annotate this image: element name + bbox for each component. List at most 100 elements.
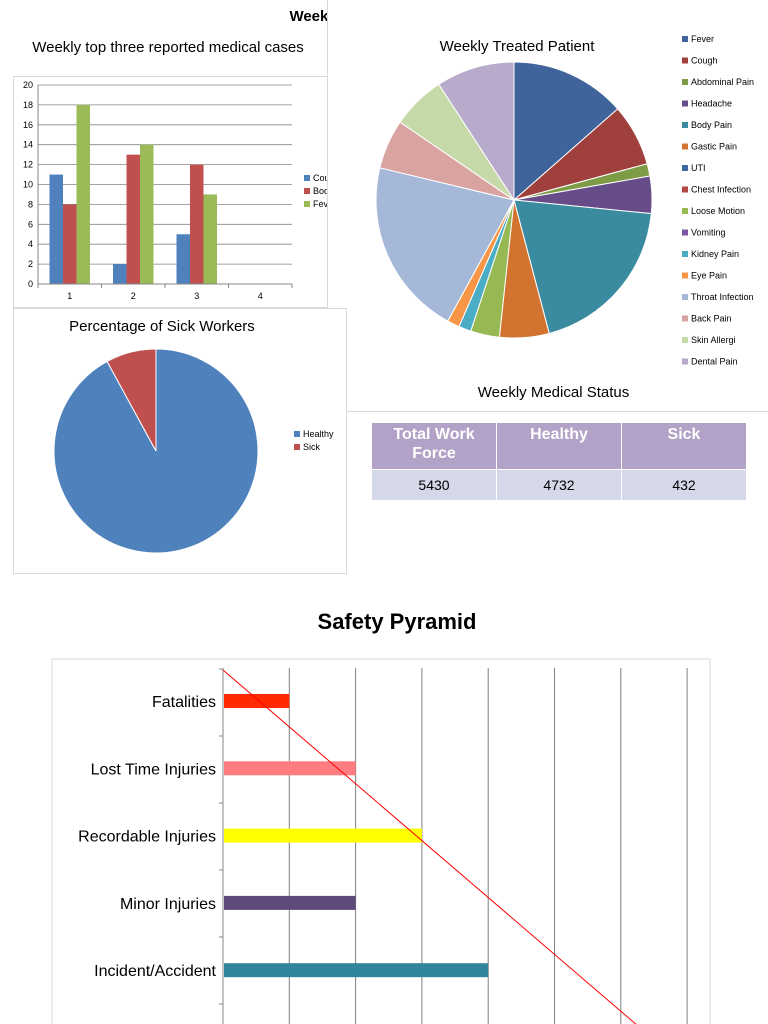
value-sick: 432 bbox=[621, 469, 747, 501]
legend-label: Fever bbox=[691, 34, 714, 44]
legend-swatch bbox=[682, 36, 688, 42]
sick-pie-chart: Percentage of Sick Workers Healthy Sick bbox=[53, 318, 334, 554]
legend-label: Healthy bbox=[303, 429, 334, 439]
legend-label: Loose Motion bbox=[691, 206, 745, 216]
y-tick-label: 8 bbox=[28, 199, 33, 209]
legend-label: Abdominal Pain bbox=[691, 77, 754, 87]
pie-slice bbox=[106, 348, 157, 452]
bar bbox=[224, 895, 356, 910]
category-label: Lost Time Injuries bbox=[91, 761, 216, 778]
legend-swatch bbox=[304, 175, 310, 181]
value-healthy: 4732 bbox=[496, 469, 622, 501]
status-table-header-row: Total Work Force Healthy Sick bbox=[371, 422, 747, 470]
legend-label: Kidney Pain bbox=[691, 249, 739, 259]
legend-swatch bbox=[294, 431, 300, 437]
x-tick-label: 2 bbox=[131, 291, 136, 301]
y-tick-label: 0 bbox=[28, 279, 33, 289]
bar bbox=[190, 164, 204, 284]
bar bbox=[140, 144, 154, 284]
legend-swatch bbox=[682, 186, 688, 193]
y-tick-label: 14 bbox=[23, 140, 33, 150]
header-sick: Sick bbox=[621, 422, 747, 470]
bar-chart-frame: 024681012141618201234CoughBody PainFever bbox=[13, 76, 365, 308]
sick-pie-title: Percentage of Sick Workers bbox=[69, 318, 255, 335]
bar bbox=[224, 694, 290, 708]
category-label: Recordable Injuries bbox=[78, 829, 216, 846]
legend-swatch bbox=[682, 251, 688, 257]
x-tick-label: 3 bbox=[194, 291, 199, 301]
x-tick-label: 4 bbox=[258, 291, 263, 301]
legend-swatch bbox=[682, 208, 688, 214]
bar bbox=[63, 204, 77, 284]
legend-swatch bbox=[682, 100, 688, 107]
legend-swatch bbox=[304, 188, 310, 194]
value-total-work-force: 5430 bbox=[371, 469, 497, 501]
legend-swatch bbox=[682, 122, 688, 128]
legend-swatch bbox=[682, 337, 688, 343]
bar bbox=[224, 761, 356, 776]
legend-swatch bbox=[682, 315, 688, 322]
legend-swatch bbox=[682, 358, 688, 365]
y-tick-label: 20 bbox=[23, 80, 33, 90]
legend-label: Dental Pain bbox=[691, 357, 738, 367]
legend-swatch bbox=[682, 272, 688, 279]
bar bbox=[113, 264, 127, 284]
category-label: Fatalities bbox=[152, 694, 216, 711]
legend-label: UTI bbox=[691, 163, 706, 173]
legend-label: Cough bbox=[691, 56, 718, 66]
bar-chart-title: Weekly top three reported medical cases bbox=[32, 39, 304, 56]
y-tick-label: 18 bbox=[23, 100, 33, 110]
y-tick-label: 6 bbox=[28, 219, 33, 229]
trend-line bbox=[222, 669, 637, 1024]
status-table-value-row: 5430 4732 432 bbox=[371, 469, 747, 501]
legend-swatch bbox=[682, 229, 688, 236]
bar bbox=[224, 963, 489, 978]
bar bbox=[176, 234, 190, 284]
legend-label: Throat Infection bbox=[691, 292, 754, 302]
pie-slice bbox=[513, 61, 619, 202]
safety-pyramid-title: Safety Pyramid bbox=[317, 609, 477, 634]
category-label: Minor Injuries bbox=[120, 896, 216, 913]
treated-pie-frame: Weekly Treated Patient Fever Cough Abdomina… bbox=[327, 0, 768, 412]
pie-slice bbox=[53, 348, 259, 554]
bar bbox=[76, 104, 90, 285]
bar bbox=[126, 154, 140, 284]
y-tick-label: 16 bbox=[23, 120, 33, 130]
legend-label: Cough bbox=[313, 173, 340, 183]
bar bbox=[224, 828, 422, 843]
sick-pie-frame: Percentage of Sick Workers Healthy Sick bbox=[13, 308, 347, 574]
legend-swatch bbox=[682, 294, 688, 300]
y-tick-label: 2 bbox=[28, 259, 33, 269]
legend-label: Eye Pain bbox=[691, 271, 727, 281]
legend-swatch bbox=[682, 165, 688, 171]
pie-slice bbox=[375, 167, 515, 322]
legend-label: Body Pain bbox=[691, 120, 732, 130]
category-label: Incident/Accident bbox=[94, 963, 216, 980]
bar-chart: 024681012141618201234CoughBody PainFever bbox=[23, 80, 354, 301]
pie-slice bbox=[438, 61, 515, 202]
treated-pie-title: Weekly Treated Patient bbox=[440, 38, 596, 55]
legend-label: Back Pain bbox=[691, 314, 732, 324]
status-table: Total Work Force Healthy Sick 5430 4732 … bbox=[371, 422, 747, 501]
legend-swatch bbox=[682, 57, 688, 64]
safety-pyramid-frame bbox=[51, 658, 711, 1024]
status-table-title: Weekly Medical Status bbox=[477, 384, 630, 401]
legend-swatch bbox=[682, 79, 688, 85]
header-healthy: Healthy bbox=[496, 422, 622, 470]
legend-label: Vomiting bbox=[691, 228, 726, 238]
treated-pie-chart: Weekly Treated Patient Fever Cough Abdomina… bbox=[375, 34, 754, 367]
legend-label: Headache bbox=[691, 99, 732, 109]
y-tick-label: 10 bbox=[23, 180, 33, 190]
legend-swatch bbox=[682, 143, 688, 150]
safety-pyramid-chart: Fatalities Lost Time Injuries Recordable I… bbox=[51, 658, 711, 1024]
bar bbox=[203, 194, 217, 284]
legend-label: Gastic Pain bbox=[691, 142, 737, 152]
legend-label: Chest Infection bbox=[691, 185, 751, 195]
x-tick-label: 1 bbox=[67, 291, 72, 301]
header-total-work-force: Total Work Force bbox=[371, 422, 497, 470]
legend-label: Fever bbox=[313, 199, 336, 209]
y-tick-label: 12 bbox=[23, 160, 33, 170]
legend-label: Skin Allergi bbox=[691, 335, 736, 345]
bar bbox=[49, 174, 63, 284]
legend-swatch bbox=[294, 444, 300, 450]
